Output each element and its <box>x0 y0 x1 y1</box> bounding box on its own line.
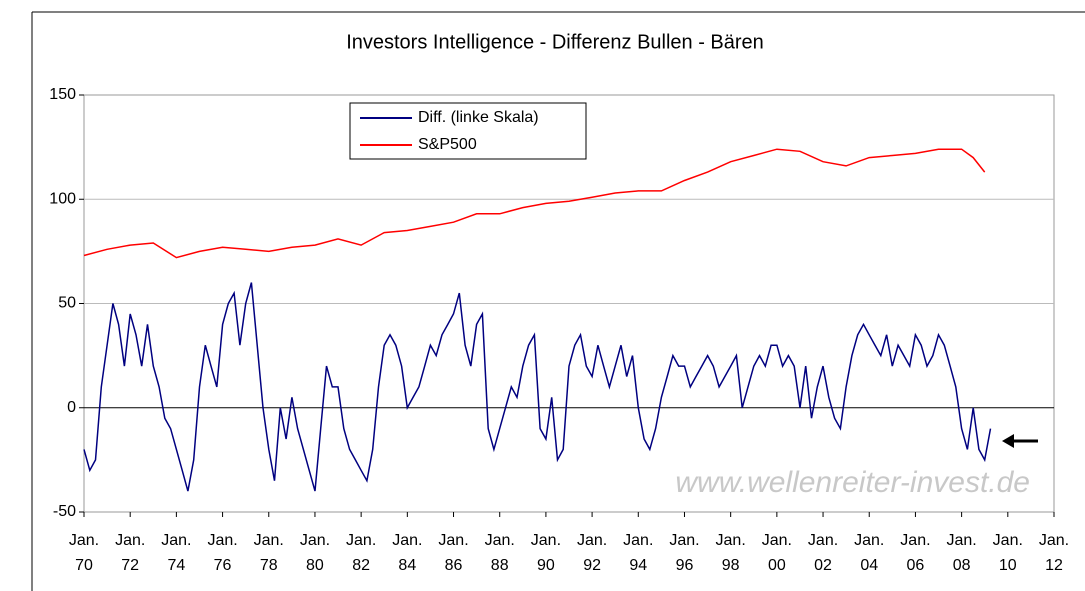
x-tick-label: Jan. 80 <box>299 532 331 574</box>
series-line <box>83 148 986 259</box>
x-tick-label: Jan. 06 <box>900 532 931 574</box>
x-tick-label: Jan. 02 <box>807 532 839 574</box>
chart-title: Investors Intelligence - Differenz Bulle… <box>346 31 764 53</box>
y-tick-label: 0 <box>67 399 76 416</box>
x-tick-label: Jan. 82 <box>346 532 377 574</box>
y-tick-label: 150 <box>49 86 76 103</box>
x-tick-label: Jan. 92 <box>576 532 608 574</box>
x-tick-label: Jan. 86 <box>438 532 469 574</box>
x-tick-label: Jan. 12 <box>1038 532 1070 574</box>
x-tick-label: Jan. 88 <box>484 532 515 574</box>
x-tick-label: Jan. 00 <box>761 532 792 574</box>
x-tick-label: Jan. 70 <box>68 532 100 574</box>
y-tick-label: 50 <box>58 295 76 312</box>
arrow-head <box>1002 434 1014 448</box>
legend-label: S&P500 <box>418 136 477 153</box>
x-tick-label: Jan. 76 <box>207 532 238 574</box>
y-tick-label: 100 <box>49 190 76 207</box>
x-tick-label: Jan. 90 <box>530 532 562 574</box>
x-tick-label: Jan. 78 <box>253 532 284 574</box>
x-tick-label: Jan. 98 <box>715 532 746 574</box>
x-tick-label: Jan. 96 <box>669 532 700 574</box>
legend-box <box>349 102 587 160</box>
x-tick-label: Jan. 10 <box>992 532 1023 574</box>
y-tick-label: -50 <box>53 503 76 520</box>
x-tick-label: Jan. 94 <box>623 532 654 574</box>
x-tick-label: Jan. 04 <box>854 532 885 574</box>
x-tick-label: Jan. 74 <box>161 532 192 574</box>
legend-label: Diff. (linke Skala) <box>418 109 539 126</box>
x-tick-label: Jan. 08 <box>946 532 977 574</box>
x-tick-label: Jan. 84 <box>392 532 423 574</box>
watermark: www.wellenreiter-invest.de <box>675 466 1030 499</box>
series-line <box>83 282 992 492</box>
x-tick-label: Jan. 72 <box>115 532 146 574</box>
